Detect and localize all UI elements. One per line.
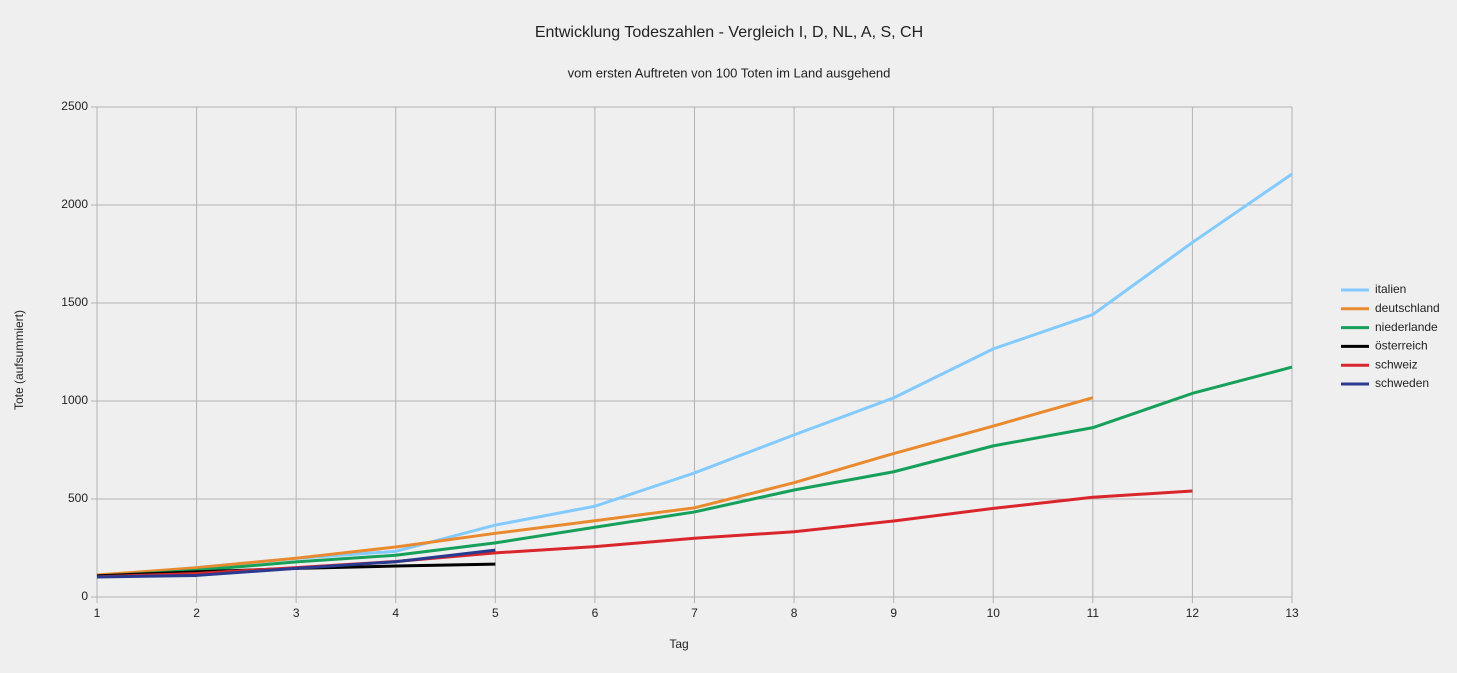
series-line: [96, 548, 496, 579]
x-tick-label: 2: [193, 606, 200, 620]
x-tick-label: 1: [94, 606, 101, 620]
chart-title: Entwicklung Todeszahlen - Vergleich I, D…: [535, 24, 923, 41]
x-tick-label: 6: [592, 606, 599, 620]
y-tick-label: 500: [68, 491, 88, 505]
legend-label: italien: [1375, 282, 1406, 296]
x-tick-label: 7: [691, 606, 698, 620]
x-tick-label: 8: [791, 606, 798, 620]
x-tick-label: 4: [392, 606, 399, 620]
x-tick-label: 11: [1087, 606, 1100, 620]
x-tick-label: 13: [1285, 606, 1299, 620]
x-tick-label: 10: [987, 606, 1001, 620]
y-tick-label: 2500: [61, 99, 88, 113]
series-line: [96, 365, 1293, 578]
x-tick-label: 5: [492, 606, 499, 620]
legend-label: schweden: [1375, 376, 1429, 390]
x-tick-label: 3: [293, 606, 300, 620]
y-tick-label: 0: [81, 589, 88, 603]
y-tick-label: 1000: [61, 393, 88, 407]
legend-label: österreich: [1375, 339, 1428, 353]
series-line: [96, 396, 1094, 577]
y-tick-label: 2000: [61, 197, 88, 211]
legend-label: deutschland: [1375, 301, 1440, 315]
legend-label: schweiz: [1375, 357, 1418, 371]
legend-label: niederlande: [1375, 320, 1438, 334]
x-tick-label: 12: [1186, 606, 1200, 620]
y-axis-label: Tote (aufsummiert): [12, 310, 26, 410]
x-tick-label: 9: [890, 606, 897, 620]
y-tick-label: 1500: [61, 295, 88, 309]
chart-subtitle: vom ersten Auftreten von 100 Toten im La…: [568, 65, 891, 80]
x-axis-label: Tag: [669, 637, 688, 651]
